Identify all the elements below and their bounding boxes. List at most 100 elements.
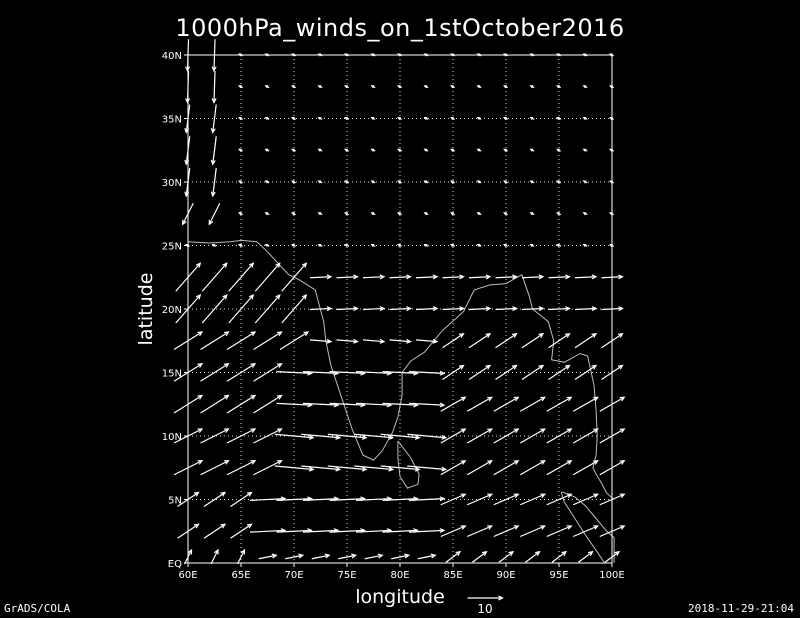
wind-vector [572, 396, 599, 412]
arrow-shaft [525, 551, 540, 563]
arrow-head [476, 180, 481, 184]
wind-vector [450, 180, 456, 184]
wind-vector [291, 180, 297, 184]
arrow-head [379, 306, 386, 312]
arrow-head [423, 117, 428, 120]
arrow-shaft [309, 276, 332, 279]
coastline [397, 440, 420, 489]
arrow-head [291, 180, 295, 184]
arrow-shaft [327, 465, 367, 471]
arrow-shaft [354, 433, 393, 439]
arrow-head [566, 525, 573, 530]
wind-vector [228, 293, 255, 324]
arrow-head [529, 117, 534, 120]
arrow-shaft [228, 262, 254, 292]
arrow-shaft [415, 276, 438, 279]
arrow-head [379, 274, 386, 280]
arrow-head [308, 466, 315, 472]
wind-vector [493, 396, 520, 412]
arrow-head [291, 212, 295, 216]
arrow-shaft [442, 276, 464, 279]
arrow-shaft [389, 276, 411, 279]
arrow-head [250, 428, 257, 433]
arrow-head [450, 212, 454, 216]
wind-vector [327, 465, 368, 472]
arrow-head [414, 466, 421, 472]
arrow-head [182, 219, 187, 226]
wind-vector [344, 117, 350, 120]
arrow-shaft [226, 394, 256, 414]
arrow-shaft [442, 307, 464, 311]
arrow-head [619, 460, 626, 465]
wind-vector [279, 331, 310, 351]
y-tick-label: 15N [162, 369, 182, 380]
wind-vector [309, 274, 333, 280]
arrow-shaft [253, 428, 282, 444]
wind-vector [521, 274, 545, 280]
arrow-head [361, 466, 368, 472]
y-tick-label: EQ [168, 559, 182, 570]
arrow-shaft [546, 525, 572, 538]
wind-vector [476, 117, 482, 120]
arrow-head [370, 148, 375, 152]
arrow-head [193, 491, 200, 497]
arrow-head [388, 466, 395, 472]
wind-vector [274, 433, 315, 440]
arrow-head [264, 117, 269, 120]
wind-vector [238, 244, 244, 247]
arrow-head [291, 117, 295, 120]
arrow-head [223, 363, 230, 368]
arrow-shaft [440, 493, 466, 506]
wind-vector [442, 274, 465, 280]
arrow-shaft [200, 331, 229, 351]
arrow-head [591, 274, 598, 280]
wind-vector [226, 394, 257, 414]
wind-vector [503, 85, 509, 89]
wind-vector [253, 428, 283, 444]
arrow-shaft [468, 333, 491, 349]
wind-vector [370, 85, 376, 89]
wind-vector [450, 244, 456, 247]
wind-vector [317, 148, 323, 152]
wind-vector [556, 85, 562, 89]
wind-vector [364, 553, 384, 560]
arrow-head [538, 306, 545, 312]
wind-vector [468, 306, 492, 312]
wind-vector [200, 428, 230, 444]
wind-vector [582, 117, 588, 120]
wind-vector [391, 553, 411, 560]
wind-vector [253, 460, 283, 476]
wind-vector [291, 212, 297, 216]
wind-vector [228, 262, 255, 292]
reference-vector-arrow [467, 595, 504, 601]
wind-vector [495, 306, 518, 312]
arrow-head [275, 262, 281, 268]
wind-vector [476, 148, 482, 152]
arrow-head [298, 553, 305, 559]
arrow-head [264, 180, 269, 184]
arrow-head [619, 428, 626, 434]
arrow-shaft [253, 460, 282, 476]
wind-vector [573, 525, 600, 538]
arrow-shaft [468, 276, 491, 279]
arrow-head [564, 332, 571, 338]
arrow-shaft [521, 307, 544, 311]
wind-vector [254, 293, 281, 324]
wind-vector [264, 85, 270, 89]
arrow-shaft [329, 529, 365, 533]
arrow-head [619, 396, 626, 402]
wind-vector [440, 525, 467, 538]
arrow-head [222, 262, 228, 268]
arrow-head [397, 212, 401, 216]
y-tick-label: 35N [162, 115, 182, 126]
arrow-head [187, 548, 193, 555]
arrow-head [185, 98, 191, 104]
wind-vector [317, 212, 323, 216]
wind-vector [344, 148, 350, 152]
arrow-head [538, 274, 545, 280]
wind-vector [423, 244, 429, 247]
wind-vector [226, 460, 257, 476]
arrow-head [197, 460, 204, 465]
arrow-head [582, 212, 587, 216]
wind-vector [362, 306, 386, 312]
